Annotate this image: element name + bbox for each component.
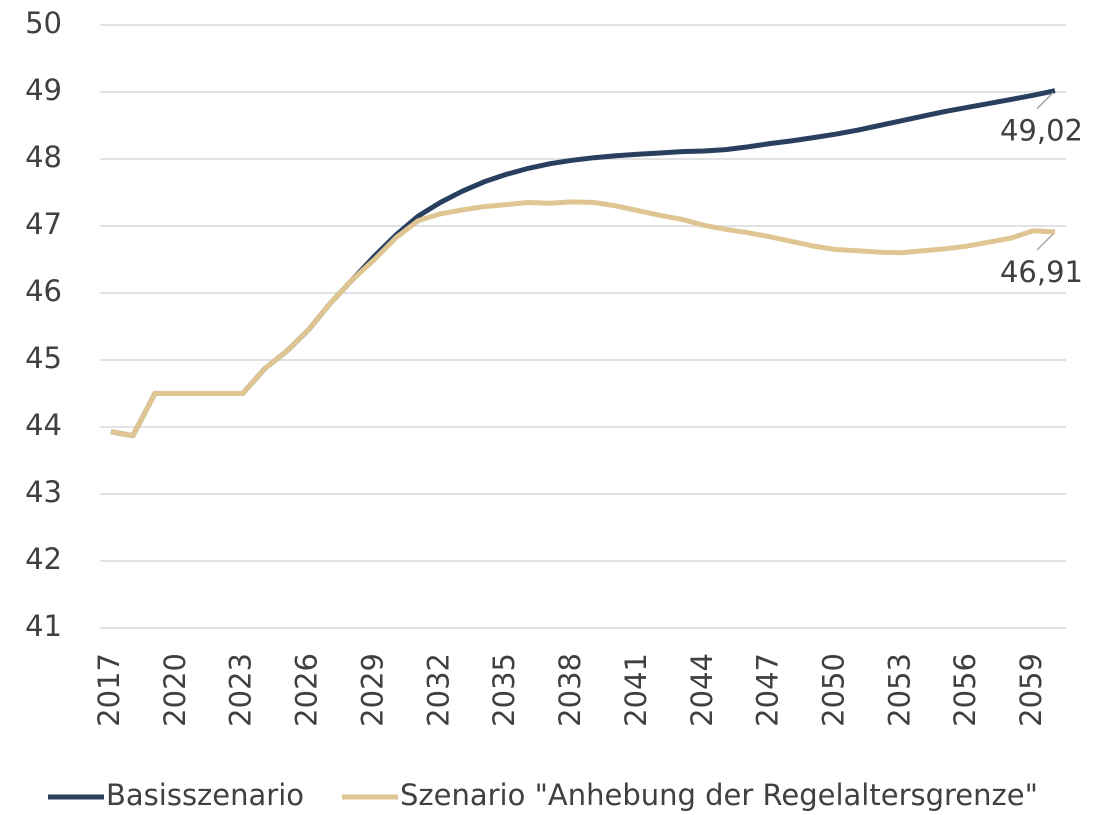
x-tick-label: 2035: [487, 653, 521, 727]
x-tick-label: 2059: [1014, 653, 1048, 727]
y-tick-label: 44: [25, 408, 62, 442]
y-tick-label: 46: [25, 274, 62, 308]
y-tick-label: 43: [25, 475, 62, 509]
x-tick-label: 2053: [882, 653, 916, 727]
y-tick-label: 45: [25, 341, 62, 375]
legend-label: Szenario "Anhebung der Regelaltersgrenze…: [400, 778, 1038, 812]
y-tick-label: 41: [25, 609, 62, 643]
data-label: 49,02: [1000, 114, 1083, 148]
legend-label: Basisszenario: [106, 778, 304, 812]
series-line: [110, 199, 1056, 439]
y-tick-label: 50: [25, 6, 62, 40]
x-tick-label: 2029: [355, 653, 389, 727]
y-tick-label: 42: [25, 542, 62, 576]
y-tick-label: 47: [25, 207, 62, 241]
x-tick-label: 2041: [619, 653, 653, 727]
x-tick-label: 2032: [421, 653, 455, 727]
x-tick-label: 2047: [751, 653, 785, 727]
x-tick-label: 2026: [290, 653, 324, 727]
data-label: 46,91: [1000, 255, 1083, 289]
leader-line: [1036, 92, 1054, 110]
x-tick-label: 2017: [92, 653, 126, 727]
x-tick-label: 2044: [685, 653, 719, 727]
y-tick-label: 48: [25, 140, 62, 174]
x-tick-label: 2023: [224, 653, 258, 727]
x-tick-label: 2038: [553, 653, 587, 727]
leader-line: [1036, 233, 1054, 251]
x-tick-label: 2056: [948, 653, 982, 727]
y-tick-label: 49: [25, 73, 62, 107]
x-tick-label: 2020: [158, 653, 192, 727]
x-tick-label: 2050: [816, 653, 850, 727]
